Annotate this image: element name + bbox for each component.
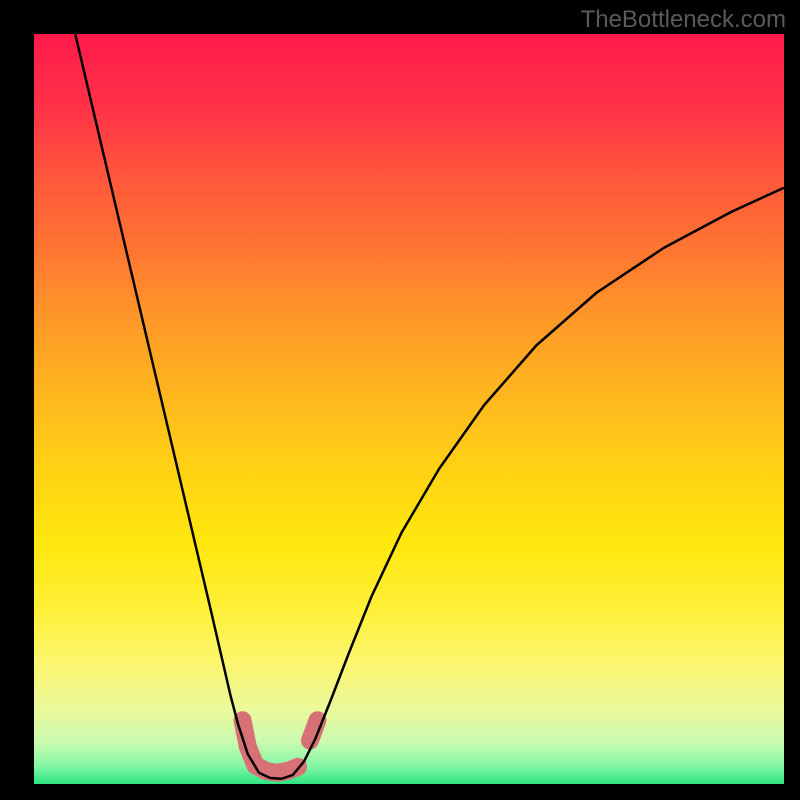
bottleneck-chart [34,34,784,784]
gradient-background [34,34,784,784]
chart-svg [34,34,784,784]
chart-container: TheBottleneck.com [0,0,800,800]
watermark-label: TheBottleneck.com [581,6,786,34]
